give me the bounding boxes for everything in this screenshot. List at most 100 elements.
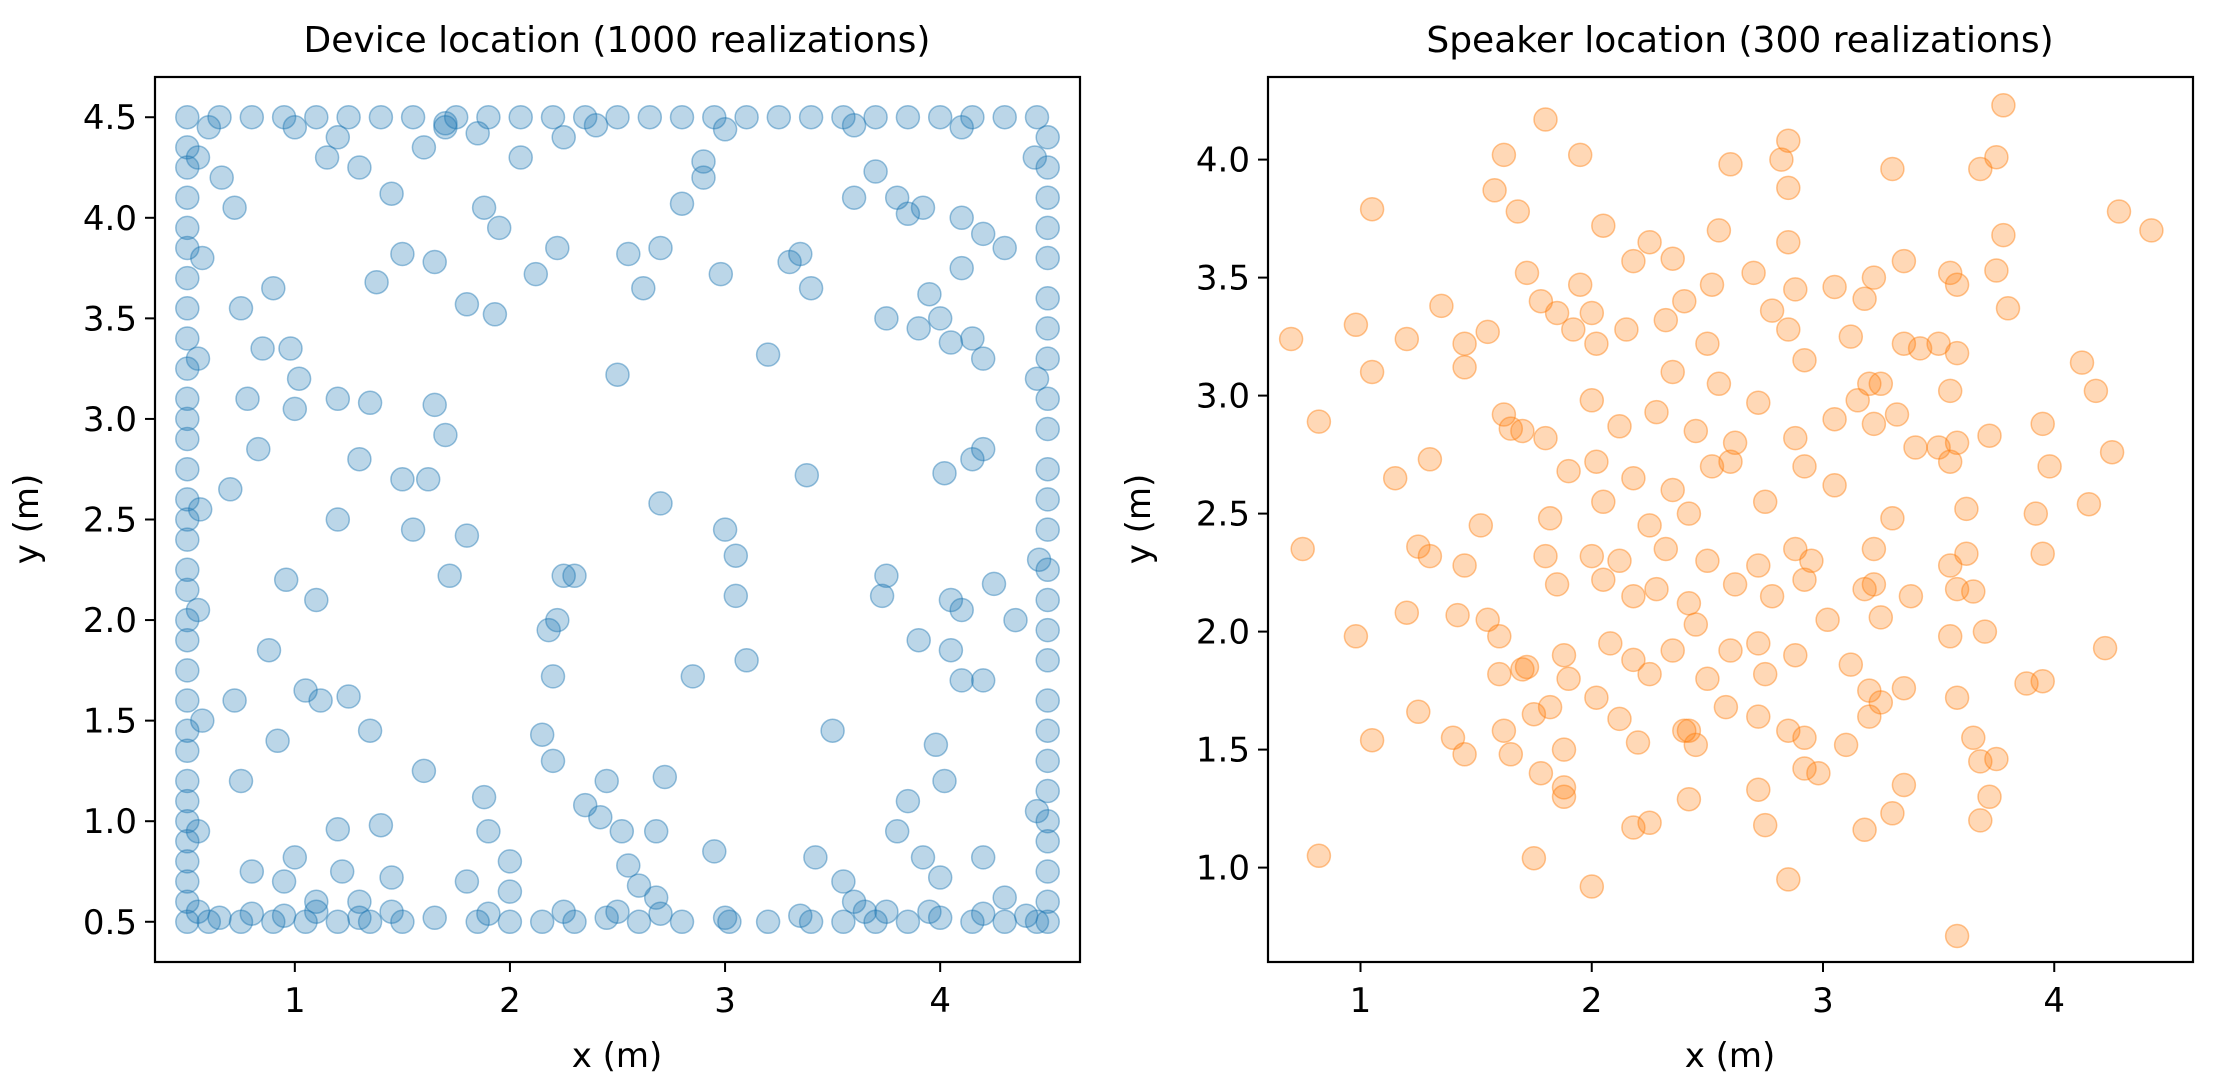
scatter-point [803, 845, 828, 870]
scatter-point [175, 456, 200, 482]
y-tick-label: 1.0 [83, 802, 137, 842]
scatter-point [1533, 107, 1558, 132]
scatter-point [583, 113, 609, 138]
scatter-point [1505, 199, 1531, 224]
y-tick-label: 3.0 [1196, 377, 1250, 417]
scatter-point [175, 869, 200, 894]
scatter-point [175, 829, 200, 854]
x-axis-ticks: 1 2 3 4 [1350, 962, 2065, 1021]
scatter-point [1977, 423, 2002, 448]
scatter-point [1429, 293, 1454, 319]
scatter-point [702, 104, 727, 130]
scatter-point [734, 648, 759, 673]
scatter-point [422, 249, 447, 275]
scatter-point [175, 557, 200, 583]
scatter-point [1944, 923, 1970, 949]
scatter-point [852, 899, 878, 924]
scatter-point [1621, 647, 1646, 673]
x-axis-ticks: 1 2 3 4 [284, 962, 951, 1021]
scatter-point [1521, 845, 1547, 871]
scatter-point [529, 722, 555, 747]
scatter-point [175, 104, 200, 130]
x-tick-label: 2 [1581, 981, 1603, 1021]
scatter-point [2037, 454, 2062, 479]
device-scatter-points [175, 104, 1060, 935]
scatter-point [1035, 778, 1060, 804]
y-tick-label: 1.5 [1196, 731, 1250, 771]
scatter-point [1683, 612, 1709, 637]
scatter-point [368, 104, 394, 130]
scatter-point [1676, 591, 1702, 616]
scatter-point [1551, 737, 1577, 762]
scatter-point [1035, 648, 1060, 673]
scatter-point [1676, 718, 1702, 743]
scatter-point [788, 241, 813, 267]
scatter-point [228, 909, 254, 935]
scatter-point [906, 316, 931, 341]
scatter-point [1776, 175, 1801, 201]
scatter-point [1644, 576, 1669, 602]
scatter-point [190, 708, 215, 733]
scatter-point [1746, 553, 1771, 578]
scatter-point [175, 507, 200, 532]
scatter-point [1452, 742, 1477, 767]
scatter-point [218, 477, 243, 502]
scatter-point [551, 899, 576, 924]
scatter-point [1944, 430, 1970, 456]
scatter-point [1621, 465, 1646, 491]
scatter-point [185, 597, 211, 623]
scatter-point [1776, 128, 1801, 153]
scatter-point [970, 221, 996, 247]
scatter-point [261, 909, 286, 935]
scatter-point [390, 467, 415, 492]
scatter-point [1278, 326, 1304, 352]
scatter-point [1035, 889, 1060, 914]
scatter-point [1880, 506, 1905, 531]
scatter-point [1968, 749, 1993, 774]
scatter-point [1822, 406, 1847, 432]
scatter-point [1035, 859, 1060, 884]
scatter-point [1660, 638, 1685, 663]
scatter-point [347, 446, 372, 472]
scatter-point [1984, 258, 2009, 283]
scatter-point [443, 104, 469, 130]
scatter-point [357, 718, 383, 743]
scatter-point [863, 909, 888, 935]
scatter-point [239, 104, 265, 130]
scatter-point [1718, 152, 1743, 177]
y-tick-label: 3.0 [83, 400, 137, 440]
scatter-point [282, 115, 308, 140]
x-tick-label: 1 [284, 981, 306, 1021]
scatter-point [175, 296, 200, 321]
scatter-point [175, 768, 200, 794]
scatter-point [433, 111, 458, 136]
scatter-point [1567, 272, 1593, 297]
scatter-point [551, 563, 576, 589]
scatter-point [820, 718, 845, 743]
scatter-point [486, 215, 512, 241]
scatter-point [794, 462, 820, 488]
scatter-point [540, 664, 566, 689]
scatter-point [1024, 798, 1050, 824]
scatter-point [938, 330, 964, 355]
scatter-point [357, 909, 383, 935]
scatter-point [2106, 199, 2132, 224]
scatter-point [1861, 572, 1887, 597]
scatter-point [1510, 657, 1535, 682]
scatter-point [1343, 624, 1369, 649]
scatter-point [1783, 642, 1808, 668]
scatter-point [433, 422, 458, 448]
scatter-point [1035, 346, 1060, 371]
scatter-point [508, 104, 533, 130]
scatter-point [1806, 760, 1831, 786]
scatter-point [1035, 125, 1060, 150]
scatter-point [1838, 324, 1864, 349]
y-tick-label: 2.5 [83, 501, 137, 541]
scatter-point [207, 905, 232, 931]
scatter-point [1683, 732, 1709, 758]
scatter-point [717, 909, 742, 935]
scatter-point [562, 909, 587, 935]
scatter-point [895, 909, 921, 935]
scatter-point [669, 191, 695, 216]
scatter-point [1475, 319, 1500, 345]
